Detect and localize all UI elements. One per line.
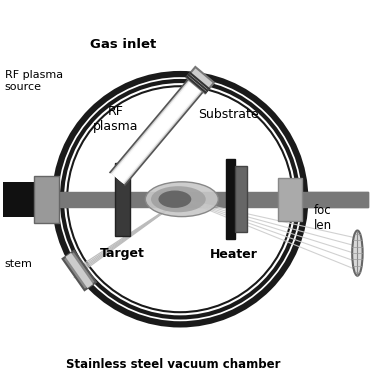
FancyBboxPatch shape (110, 71, 210, 185)
FancyBboxPatch shape (34, 176, 59, 223)
FancyBboxPatch shape (110, 71, 210, 185)
FancyBboxPatch shape (186, 67, 214, 93)
Text: stem: stem (5, 258, 32, 268)
FancyBboxPatch shape (3, 182, 34, 217)
Circle shape (68, 87, 292, 311)
FancyBboxPatch shape (112, 73, 208, 184)
Text: Substrate: Substrate (198, 107, 259, 121)
FancyBboxPatch shape (115, 163, 130, 236)
Text: Stainless steel vacuum chamber: Stainless steel vacuum chamber (66, 358, 281, 371)
Text: Gas inlet: Gas inlet (90, 38, 156, 51)
Text: RF plasma
source: RF plasma source (5, 70, 62, 92)
FancyBboxPatch shape (66, 253, 93, 288)
Ellipse shape (158, 191, 191, 208)
Text: Heater: Heater (210, 248, 258, 262)
Text: RF
plasma: RF plasma (93, 105, 139, 133)
FancyBboxPatch shape (62, 251, 96, 290)
Ellipse shape (352, 230, 363, 276)
Text: foc
len: foc len (314, 204, 332, 232)
Ellipse shape (146, 182, 218, 217)
Ellipse shape (151, 186, 206, 212)
FancyBboxPatch shape (235, 166, 247, 232)
FancyBboxPatch shape (113, 73, 207, 183)
Circle shape (69, 88, 291, 310)
Text: Target: Target (100, 247, 145, 260)
FancyBboxPatch shape (226, 159, 236, 239)
FancyBboxPatch shape (278, 178, 302, 221)
